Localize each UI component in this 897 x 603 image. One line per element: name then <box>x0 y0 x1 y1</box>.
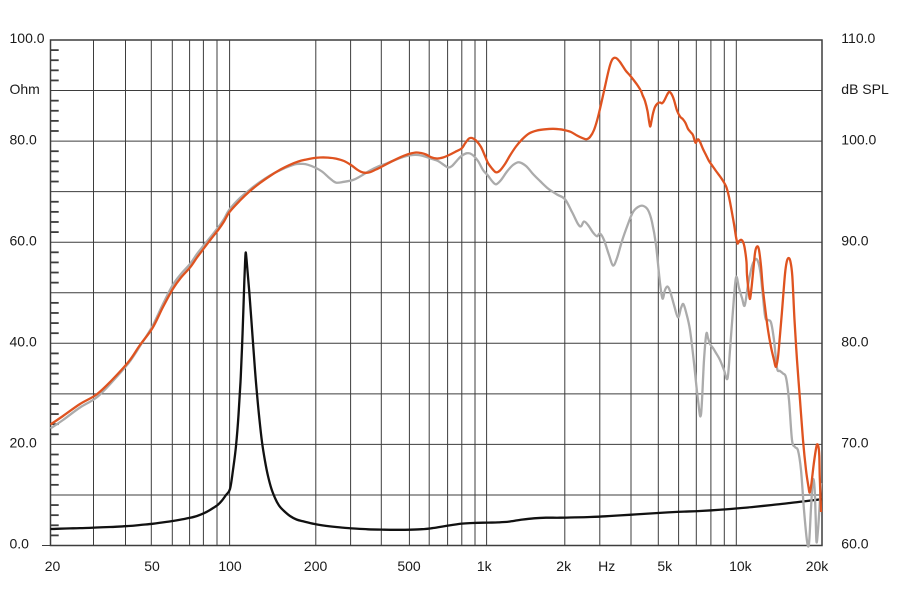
svg-text:90.0: 90.0 <box>841 232 868 248</box>
svg-text:60.0: 60.0 <box>10 232 37 248</box>
svg-text:1k: 1k <box>477 558 493 574</box>
svg-text:50: 50 <box>144 558 160 574</box>
svg-text:60.0: 60.0 <box>841 536 868 552</box>
svg-text:80.0: 80.0 <box>841 334 868 350</box>
svg-text:80.0: 80.0 <box>10 131 37 147</box>
svg-text:10k: 10k <box>729 558 753 574</box>
svg-text:200: 200 <box>304 558 328 574</box>
svg-text:500: 500 <box>397 558 421 574</box>
svg-text:100.0: 100.0 <box>841 131 876 147</box>
svg-text:100.0: 100.0 <box>10 30 45 46</box>
svg-text:20: 20 <box>45 558 61 574</box>
svg-text:5k: 5k <box>657 558 673 574</box>
svg-text:70.0: 70.0 <box>841 435 868 451</box>
svg-text:100: 100 <box>218 558 242 574</box>
svg-text:110.0: 110.0 <box>841 30 875 46</box>
svg-text:20.0: 20.0 <box>10 435 37 451</box>
svg-text:Ohm: Ohm <box>10 81 40 97</box>
svg-text:0.0: 0.0 <box>10 536 30 552</box>
svg-text:40.0: 40.0 <box>10 334 37 350</box>
svg-text:Hz: Hz <box>598 558 615 574</box>
svg-text:20k: 20k <box>806 558 830 574</box>
svg-text:2k: 2k <box>556 558 572 574</box>
svg-text:dB SPL: dB SPL <box>841 81 889 97</box>
